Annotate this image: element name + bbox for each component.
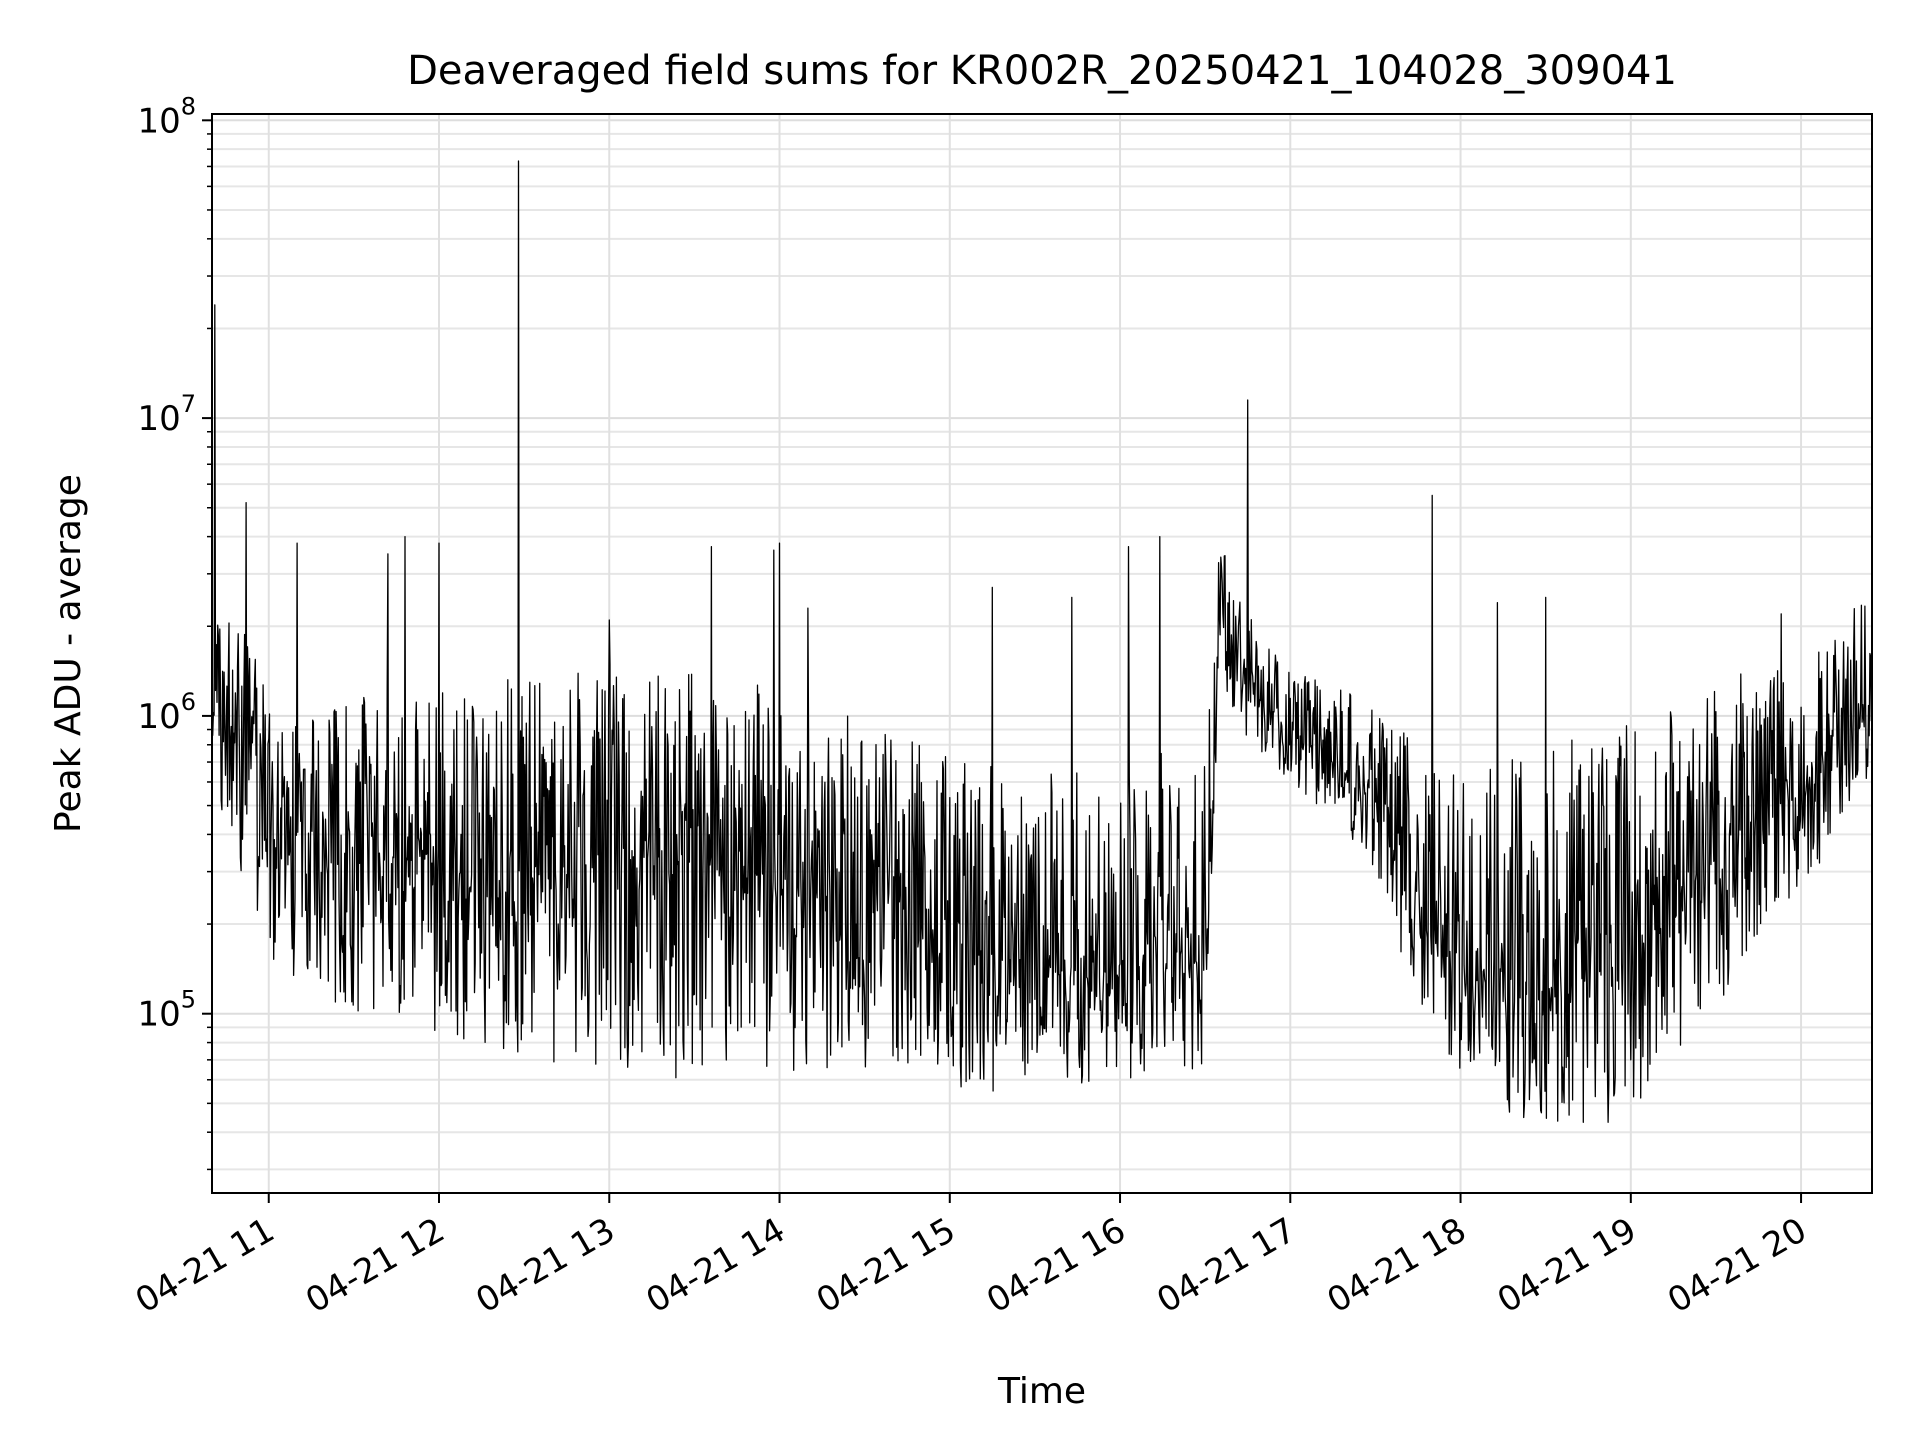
y-tick-label: 106 xyxy=(137,688,196,737)
plot-frame xyxy=(211,113,1873,1194)
series-layer xyxy=(211,160,1873,1123)
y-tick-exponent: 5 xyxy=(181,986,196,1014)
y-tick-base: 10 xyxy=(137,697,180,737)
chart-title: Deaveraged field sums for KR002R_2025042… xyxy=(407,48,1677,94)
series-line xyxy=(211,160,1873,1123)
y-tick-label: 105 xyxy=(137,986,196,1035)
y-tick-exponent: 7 xyxy=(181,390,196,418)
y-axis-label: Peak ADU - average xyxy=(48,474,89,833)
y-tick-label: 107 xyxy=(137,390,196,439)
y-tick-base: 10 xyxy=(137,995,180,1035)
x-axis-label: Time xyxy=(997,1371,1086,1412)
y-tick-exponent: 6 xyxy=(181,688,196,716)
y-tick-exponent: 8 xyxy=(181,92,196,120)
y-tick-label: 108 xyxy=(137,92,196,141)
y-tick-base: 10 xyxy=(137,399,180,439)
y-tick-base: 10 xyxy=(137,101,180,141)
